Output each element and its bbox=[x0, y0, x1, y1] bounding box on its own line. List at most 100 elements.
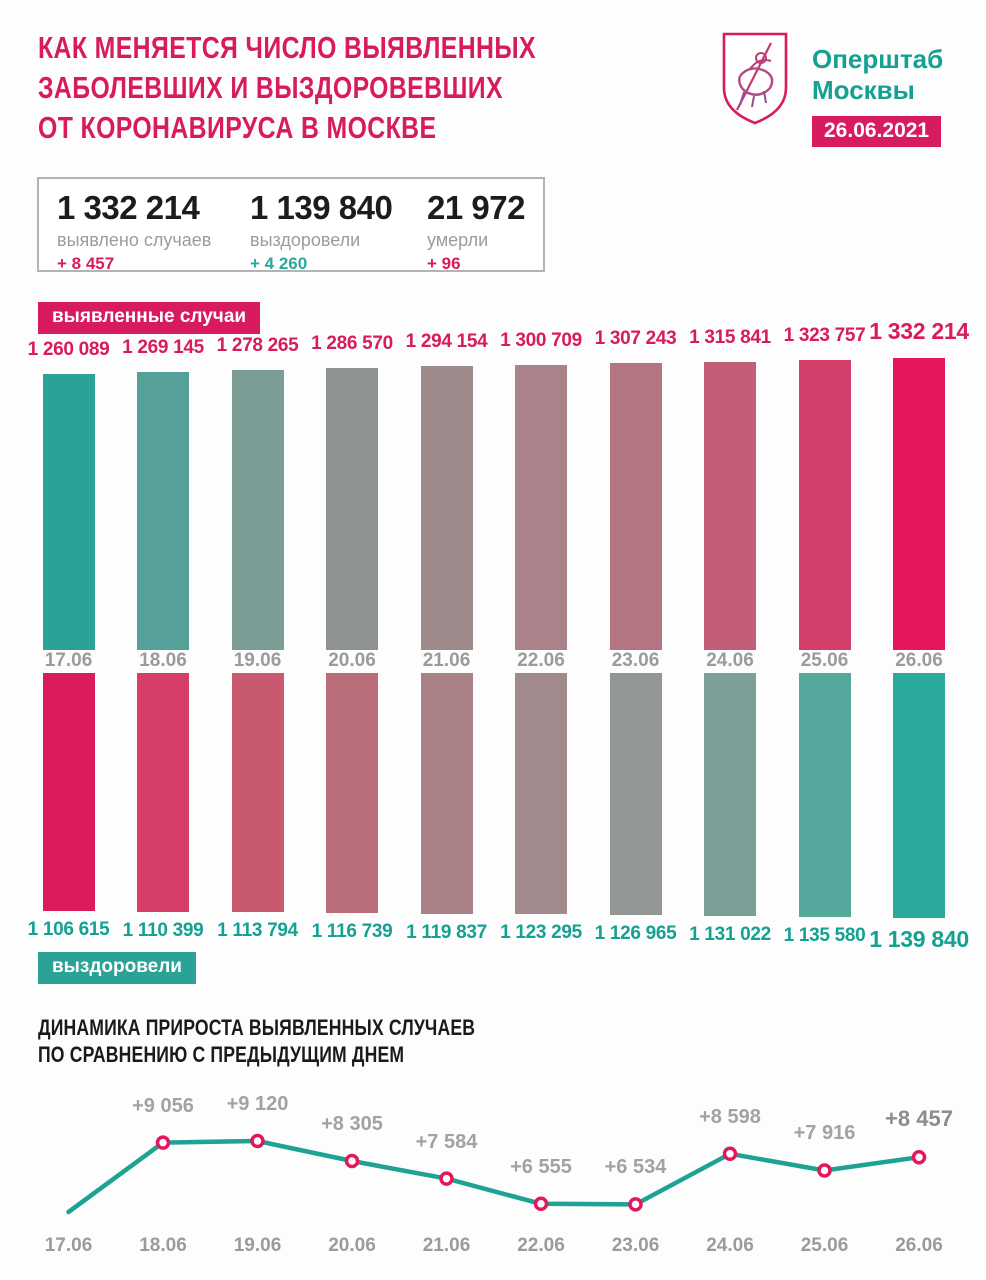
recovered-value-label: 1 113 794 bbox=[217, 920, 298, 941]
date-label-17.06: 17.06 bbox=[44, 650, 93, 671]
confirmed-label: выявлено случаев bbox=[57, 230, 212, 250]
summary-confirmed: 1 332 214 выявлено случаев + 8 457 bbox=[57, 189, 211, 274]
deaths-total: 21 972 bbox=[427, 189, 525, 226]
recovered-total: 1 139 840 bbox=[250, 189, 393, 226]
line-date-label-19.06: 19.06 bbox=[233, 1235, 282, 1256]
confirmed-value-label: 1 269 145 bbox=[122, 337, 204, 358]
deaths-delta: + 96 bbox=[427, 254, 461, 273]
data-point-marker-21.06 bbox=[439, 1171, 454, 1186]
org-name: Оперштаб Москвы bbox=[812, 44, 943, 106]
line-date-label-17.06: 17.06 bbox=[44, 1235, 93, 1256]
date-label-18.06: 18.06 bbox=[139, 650, 187, 671]
data-point-marker-20.06 bbox=[344, 1153, 360, 1169]
confirmed-bar-22.06 bbox=[515, 365, 567, 650]
recovered-bar-19.06 bbox=[231, 673, 284, 912]
recovered-chart-badge: выздоровели bbox=[38, 952, 196, 984]
data-point-marker-26.06 bbox=[911, 1149, 927, 1165]
recovered-bar-23.06 bbox=[609, 673, 662, 915]
daily-increase-label: +9 056 bbox=[132, 1095, 194, 1117]
summary-recovered: 1 139 840 выздоровели + 4 260 bbox=[250, 189, 393, 274]
line-date-label-20.06: 20.06 bbox=[328, 1235, 376, 1256]
recovered-bar-20.06 bbox=[326, 673, 378, 913]
recovered-value-label: 1 119 837 bbox=[406, 922, 487, 943]
recovered-bar-25.06 bbox=[798, 673, 851, 917]
date-label-26.06: 26.06 bbox=[895, 650, 943, 671]
recovered-bar-26.06 bbox=[893, 673, 945, 918]
confirmed-bar-26.06 bbox=[893, 358, 945, 650]
confirmed-total: 1 332 214 bbox=[57, 189, 200, 226]
line-chart-title-line1: ДИНАМИКА ПРИРОСТА ВЫЯВЛЕННЫХ СЛУЧАЕВ bbox=[38, 1015, 476, 1040]
confirmed-value-label: 1 260 089 bbox=[27, 339, 110, 360]
line-chart-title-line2: ПО СРАВНЕНИЮ С ПРЕДЫДУЩИМ ДНЕМ bbox=[38, 1042, 405, 1067]
recovered-bar-21.06 bbox=[420, 673, 473, 914]
org-name-line1: Оперштаб bbox=[812, 44, 944, 74]
page-title: КАК МЕНЯЕТСЯ ЧИСЛО ВЫЯВЛЕННЫХ ЗАБОЛЕВШИХ… bbox=[38, 28, 536, 148]
daily-increase-line bbox=[66, 1138, 922, 1215]
date-label-24.06: 24.06 bbox=[706, 650, 754, 671]
data-point-marker-23.06 bbox=[628, 1197, 643, 1212]
recovered-value-label: 1 110 399 bbox=[122, 920, 204, 941]
daily-increase-label: +6 534 bbox=[604, 1156, 667, 1178]
page-title-line2: ЗАБОЛЕВШИХ И ВЫЗДОРОВЕВШИХ bbox=[38, 70, 503, 105]
confirmed-value-label: 1 323 757 bbox=[783, 325, 866, 346]
deaths-label: умерли bbox=[427, 230, 489, 250]
confirmed-value-label: 1 307 243 bbox=[594, 328, 677, 349]
confirmed-bar-19.06 bbox=[231, 370, 284, 650]
summary-deaths: 21 972 умерли + 96 bbox=[427, 189, 525, 274]
page-title-line3: ОТ КОРОНАВИРУСА В МОСКВЕ bbox=[38, 110, 437, 145]
data-point-marker-24.06 bbox=[722, 1146, 738, 1162]
recovered-bar-17.06 bbox=[42, 673, 95, 911]
line-date-label-18.06: 18.06 bbox=[139, 1235, 187, 1256]
date-label-22.06: 22.06 bbox=[517, 650, 565, 671]
data-point-marker-22.06 bbox=[533, 1196, 549, 1212]
confirmed-value-label: 1 286 570 bbox=[311, 333, 393, 354]
daily-increase-label: +6 555 bbox=[510, 1156, 572, 1178]
confirmed-bar-23.06 bbox=[609, 363, 662, 650]
confirmed-chart-badge: выявленные случаи bbox=[38, 302, 261, 334]
daily-increase-line-chart bbox=[66, 1133, 927, 1215]
moscow-coat-of-arms-icon bbox=[722, 32, 788, 125]
confirmed-value-label: 1 332 214 bbox=[869, 318, 969, 344]
page-title-line1: КАК МЕНЯЕТСЯ ЧИСЛО ВЫЯВЛЕННЫХ bbox=[38, 30, 536, 65]
daily-increase-label: +7 916 bbox=[793, 1122, 856, 1144]
confirmed-value-label: 1 278 265 bbox=[216, 335, 299, 356]
line-date-label-25.06: 25.06 bbox=[800, 1235, 849, 1256]
recovered-value-label: 1 123 295 bbox=[500, 922, 582, 943]
data-point-marker-19.06 bbox=[250, 1133, 265, 1149]
confirmed-value-label: 1 315 841 bbox=[689, 327, 771, 348]
daily-increase-label: +7 584 bbox=[415, 1131, 478, 1153]
date-label-19.06: 19.06 bbox=[233, 650, 282, 671]
confirmed-bar-20.06 bbox=[326, 368, 378, 650]
line-date-label-22.06: 22.06 bbox=[517, 1235, 565, 1256]
daily-increase-label: +9 120 bbox=[226, 1093, 289, 1115]
org-name-line2: Москвы bbox=[812, 75, 915, 105]
date-badge: 26.06.2021 bbox=[812, 116, 942, 147]
data-point-marker-25.06 bbox=[817, 1163, 832, 1178]
daily-increase-label: +8 305 bbox=[321, 1113, 383, 1135]
confirmed-delta: + 8 457 bbox=[57, 254, 115, 273]
confirmed-bar-24.06 bbox=[704, 362, 756, 650]
confirmed-bar-17.06 bbox=[42, 374, 95, 650]
confirmed-bar-18.06 bbox=[137, 372, 189, 650]
confirmed-bar-21.06 bbox=[420, 366, 473, 650]
recovered-value-label: 1 106 615 bbox=[27, 919, 110, 940]
date-label-20.06: 20.06 bbox=[328, 650, 376, 671]
recovered-bar-18.06 bbox=[137, 673, 189, 912]
recovered-bar-22.06 bbox=[515, 673, 567, 914]
recovered-value-label: 1 116 739 bbox=[311, 921, 393, 942]
line-date-label-23.06: 23.06 bbox=[611, 1235, 660, 1256]
recovered-label: выздоровели bbox=[250, 230, 361, 250]
line-date-label-26.06: 26.06 bbox=[895, 1235, 943, 1256]
recovered-bar-24.06 bbox=[704, 673, 756, 916]
confirmed-value-label: 1 300 709 bbox=[500, 330, 582, 351]
line-date-label-21.06: 21.06 bbox=[422, 1235, 471, 1256]
date-label-25.06: 25.06 bbox=[800, 650, 849, 671]
date-label-21.06: 21.06 bbox=[422, 650, 471, 671]
line-date-label-24.06: 24.06 bbox=[706, 1235, 754, 1256]
daily-increase-label: +8 457 bbox=[885, 1106, 953, 1131]
recovered-value-label: 1 135 580 bbox=[783, 925, 866, 946]
date-label-23.06: 23.06 bbox=[611, 650, 660, 671]
recovered-value-label: 1 126 965 bbox=[594, 923, 677, 944]
recovered-value-label: 1 139 840 bbox=[869, 926, 969, 952]
